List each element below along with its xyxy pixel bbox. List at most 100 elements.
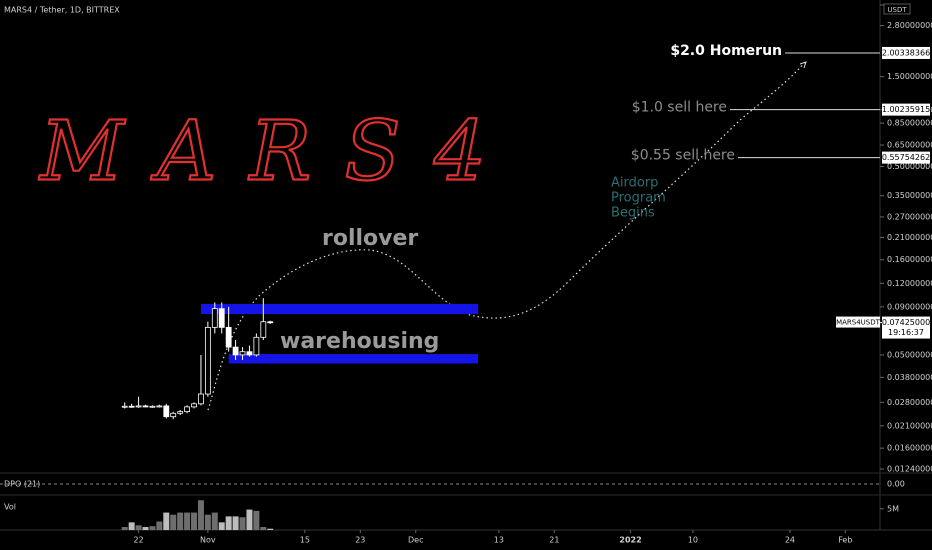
- y-tick-label: 0.85000000: [887, 119, 932, 128]
- price-label: 1.00235915: [882, 105, 930, 114]
- candle-body: [253, 336, 260, 356]
- y-tick-label: 2.80000000: [887, 21, 932, 30]
- y-tick-label: 0.03800000: [887, 373, 932, 382]
- y-tick-label: 0.50000000: [887, 162, 932, 171]
- volume-bar: [204, 514, 211, 530]
- currency: USDT: [887, 6, 907, 14]
- price-zone: [200, 303, 479, 315]
- x-tick-label: Dec: [408, 536, 423, 545]
- handwritten-symbol: MARS4: [38, 105, 500, 200]
- y-tick-label: 0.05000000: [887, 350, 932, 359]
- price-zone: [228, 354, 479, 364]
- x-tick-label: Nov: [200, 536, 216, 545]
- x-tick-label: Feb: [838, 536, 852, 545]
- candle-body: [128, 405, 135, 408]
- y-tick-label: 0.02100000: [887, 421, 932, 430]
- volume-bar: [170, 514, 177, 530]
- y-tick-label: 0.09000000: [887, 302, 932, 311]
- y-tick-label: 0.01240000: [887, 465, 932, 474]
- volume-bar: [211, 512, 218, 530]
- vol-name: Vol: [4, 503, 16, 512]
- candle-body: [267, 321, 274, 324]
- candle-body: [121, 405, 128, 408]
- candle-body: [246, 351, 253, 356]
- candle-body: [177, 411, 184, 414]
- y-tick-label: 0.01600000: [887, 444, 932, 453]
- volume-bar: [267, 528, 274, 530]
- candle-body: [191, 403, 197, 408]
- volume-bar: [225, 516, 232, 530]
- candle-body: [149, 405, 156, 408]
- annotation: Airdorp: [611, 176, 658, 191]
- y-tick-label: 0.35000000: [887, 191, 932, 200]
- dpo-value: 0.00: [887, 480, 905, 489]
- candle-body: [156, 405, 163, 408]
- price-label-box: [882, 46, 930, 59]
- price-line-text: $0.55 sell here: [631, 148, 735, 164]
- x-tick-label: 24: [785, 536, 795, 545]
- price-label-box: [882, 151, 930, 164]
- x-tick-label: 21: [549, 536, 559, 545]
- volume-bar: [135, 525, 142, 530]
- price-label: 2.00338366: [882, 48, 930, 57]
- projection-arrow: [799, 61, 807, 69]
- currency-box: [883, 3, 911, 15]
- symbol-label: MARS4USDT: [836, 319, 881, 327]
- volume-bar: [191, 512, 198, 530]
- y-tick-label: 0.27000000: [887, 212, 932, 221]
- y-tick-label: 0.02800000: [887, 398, 932, 407]
- volume-bar: [142, 527, 149, 530]
- volume-bar: [246, 509, 253, 530]
- price-line-text: $2.0 Homerun: [670, 43, 782, 59]
- x-tick-label: 2022: [619, 536, 641, 545]
- candle-body: [135, 405, 142, 408]
- symbol-box: [836, 316, 880, 328]
- y-tick-label: 0.65000000: [887, 141, 932, 150]
- x-tick-label: 15: [300, 536, 310, 545]
- annotation: Begins: [611, 206, 655, 221]
- volume-bar: [253, 510, 260, 530]
- y-tick-label: 0.12000000: [887, 279, 932, 288]
- volume-bar: [232, 516, 239, 530]
- candle-body: [184, 406, 190, 413]
- volume-bar: [239, 517, 246, 530]
- candle-body: [225, 326, 232, 348]
- candle-body: [232, 346, 239, 356]
- annotation: warehousing: [280, 329, 439, 354]
- price-line-text: $1.0 sell here: [632, 100, 727, 116]
- x-tick-label: 22: [133, 536, 143, 545]
- projection-path: [207, 61, 806, 411]
- candle-body: [218, 308, 225, 328]
- candle-body: [211, 308, 218, 328]
- annotation: rollover: [322, 226, 418, 251]
- candle-body: [260, 321, 267, 338]
- y-tick-label: 1.50000000: [887, 72, 932, 81]
- volume-bar: [163, 512, 170, 530]
- volume-bar: [121, 527, 128, 530]
- candle-body: [163, 405, 170, 418]
- candle-body: [204, 326, 211, 395]
- price-label-box: [882, 103, 930, 116]
- candle-body: [239, 351, 246, 356]
- volume-bar: [128, 522, 135, 530]
- volume-bar: [184, 512, 191, 530]
- candle-body: [142, 405, 149, 408]
- vol-tick-label: 5M: [887, 504, 899, 513]
- volume-bar: [260, 527, 267, 530]
- candle-body: [170, 412, 177, 418]
- volume-bar: [197, 500, 204, 530]
- volume-bar: [218, 522, 225, 530]
- volume-bar: [156, 521, 163, 530]
- y-tick-label: 0.16000000: [887, 255, 932, 264]
- dpo-name: DPO (21): [4, 480, 40, 489]
- countdown: 19:16:37: [888, 328, 924, 337]
- x-tick-label: 23: [355, 536, 365, 545]
- annotation: Program: [611, 191, 666, 206]
- volume-bar: [177, 512, 184, 530]
- y-tick-label: 0.21000000: [887, 233, 932, 242]
- last-price: 0.07425000: [882, 318, 930, 327]
- price-label: 0.55754262: [882, 153, 930, 162]
- chart-title: MARS4 / Tether, 1D, BITTREX: [4, 6, 120, 15]
